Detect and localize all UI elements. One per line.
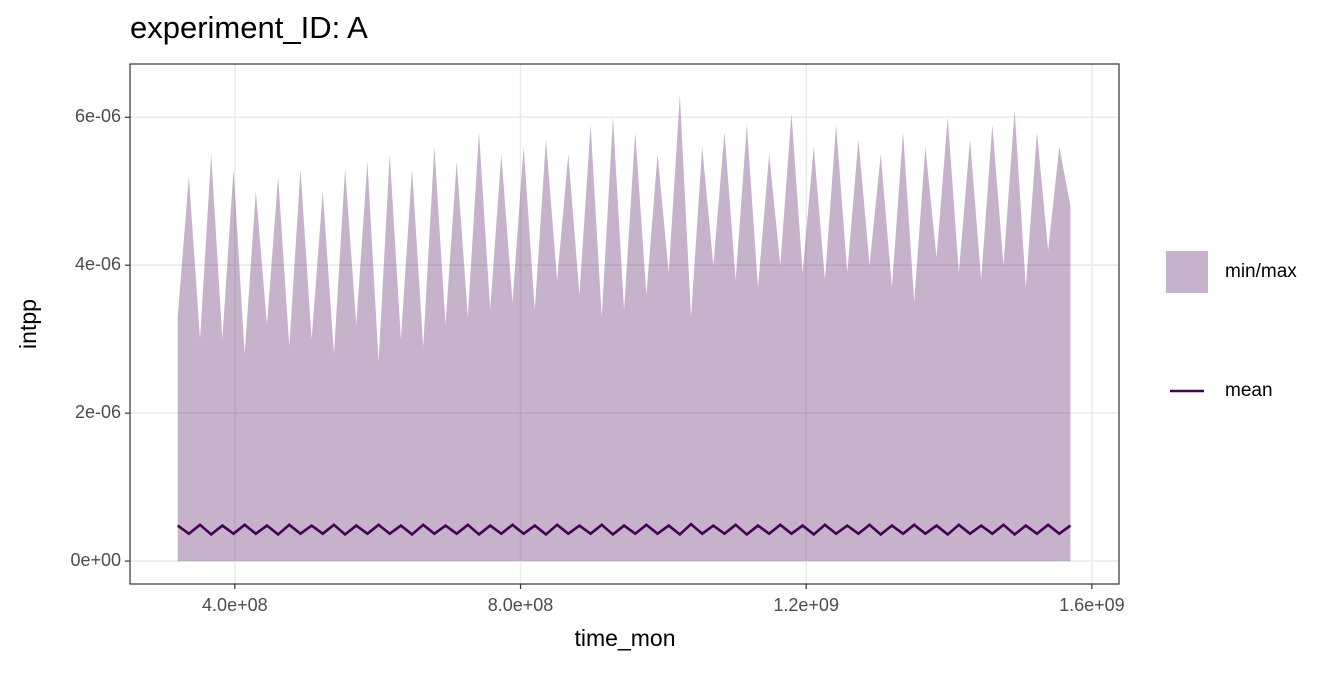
x-tick-label: 4.0e+08 xyxy=(202,595,268,615)
panel-background xyxy=(130,64,1119,584)
ribbon xyxy=(177,95,1071,562)
legend-key xyxy=(1166,251,1208,293)
plot-marks xyxy=(176,95,1072,562)
panel-border xyxy=(129,63,1120,585)
x-tick-label: 1.2e+09 xyxy=(773,595,839,615)
legend-label: min/max xyxy=(1225,261,1297,282)
x-tick-label: 1.6e+09 xyxy=(1059,595,1125,615)
chart-title: experiment_ID: A xyxy=(130,10,368,45)
x-axis-title: time_mon xyxy=(575,625,676,651)
y-tick-label: 6e-06 xyxy=(75,106,121,126)
x-tick-label: 8.0e+08 xyxy=(488,595,554,615)
axes: 0e+00 2e-06 4e-06 6e-06 4.0e+08 8.0e+08 1.2e+0… xyxy=(70,63,1125,615)
y-tick-label: 4e-06 xyxy=(75,254,121,274)
legend: min/max mean xyxy=(1166,251,1297,401)
y-axis-title: intpp xyxy=(15,299,41,349)
mean-line xyxy=(176,522,1072,537)
y-tick-label: 0e+00 xyxy=(70,550,121,570)
legend-label: mean xyxy=(1225,380,1273,401)
grid xyxy=(130,64,1119,584)
y-tick-label: 2e-06 xyxy=(75,402,121,422)
